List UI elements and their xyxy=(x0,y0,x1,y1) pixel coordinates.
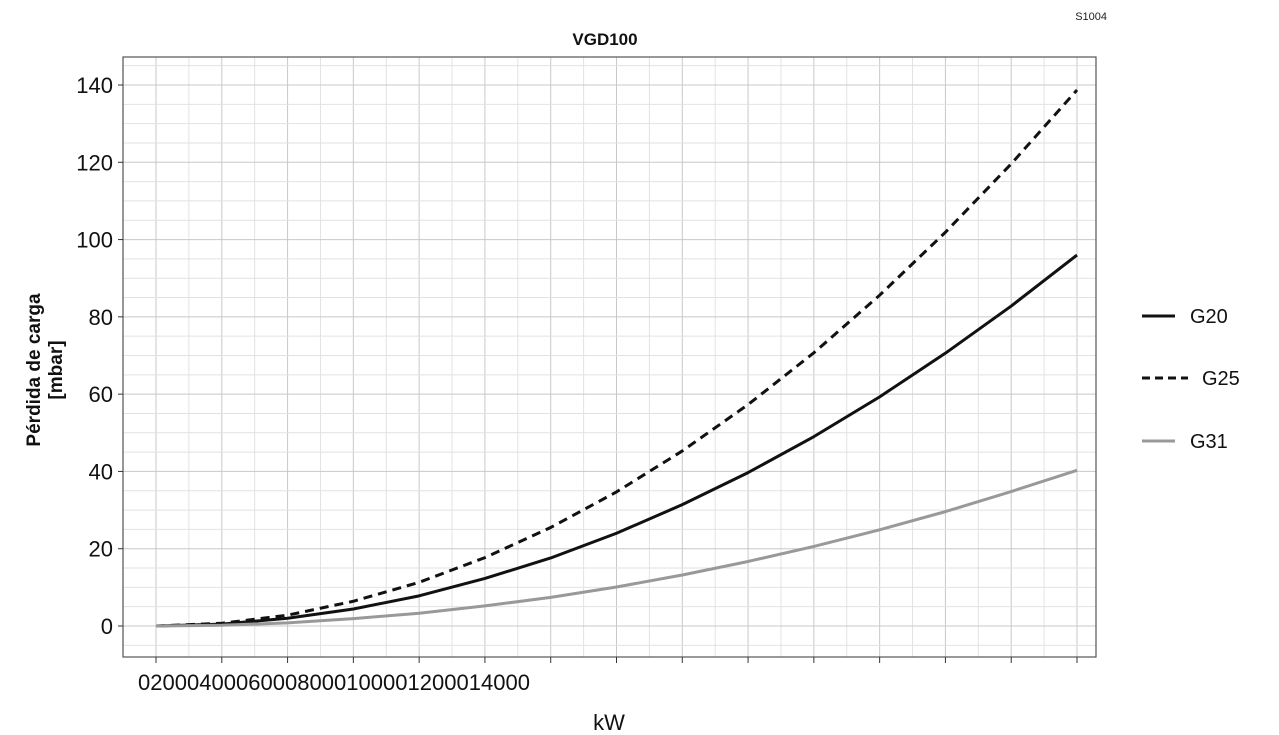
legend-label-g25: G25 xyxy=(1202,368,1240,390)
y-tick-label: 140 xyxy=(76,73,113,98)
series-line-g31 xyxy=(155,468,1078,628)
x-tick-label: 14000 xyxy=(469,670,530,695)
x-tick-label: 8000 xyxy=(297,670,346,695)
y-tick-label: 120 xyxy=(76,150,113,175)
series-layer xyxy=(155,89,1079,628)
y-axis-label-line2: [mbar] xyxy=(46,340,67,399)
y-axis-label-line1: Pérdida de carga xyxy=(24,293,45,447)
y-tick-label: 0 xyxy=(101,614,113,639)
x-tick-label: 0 xyxy=(138,670,150,695)
y-axis-label: Pérdida de carga [mbar] xyxy=(24,293,67,447)
chart-title: VGD100 xyxy=(572,30,637,49)
x-tick-label: 4000 xyxy=(199,670,248,695)
x-axis-label: kW xyxy=(593,710,625,735)
x-tick-label: 12000 xyxy=(408,670,469,695)
x-tick-label: 6000 xyxy=(248,670,297,695)
plot-border xyxy=(122,56,1097,658)
series-line-g25 xyxy=(155,89,1079,628)
y-tick-label: 20 xyxy=(89,537,113,562)
y-tick-label: 40 xyxy=(89,459,113,484)
y-tick-label: 80 xyxy=(89,305,113,330)
x-tick-label: 10000 xyxy=(346,670,407,695)
legend-label-g20: G20 xyxy=(1190,306,1228,328)
plot-area xyxy=(122,56,1097,658)
y-tick-label: 60 xyxy=(89,382,113,407)
series-line-g20 xyxy=(155,253,1078,628)
figure-code: S1004 xyxy=(1075,11,1107,23)
legend-label-g31: G31 xyxy=(1190,431,1228,453)
x-tick-label: 2000 xyxy=(150,670,199,695)
legend: G20 G25 G31 xyxy=(1142,306,1240,453)
y-tick-label: 100 xyxy=(76,228,113,253)
